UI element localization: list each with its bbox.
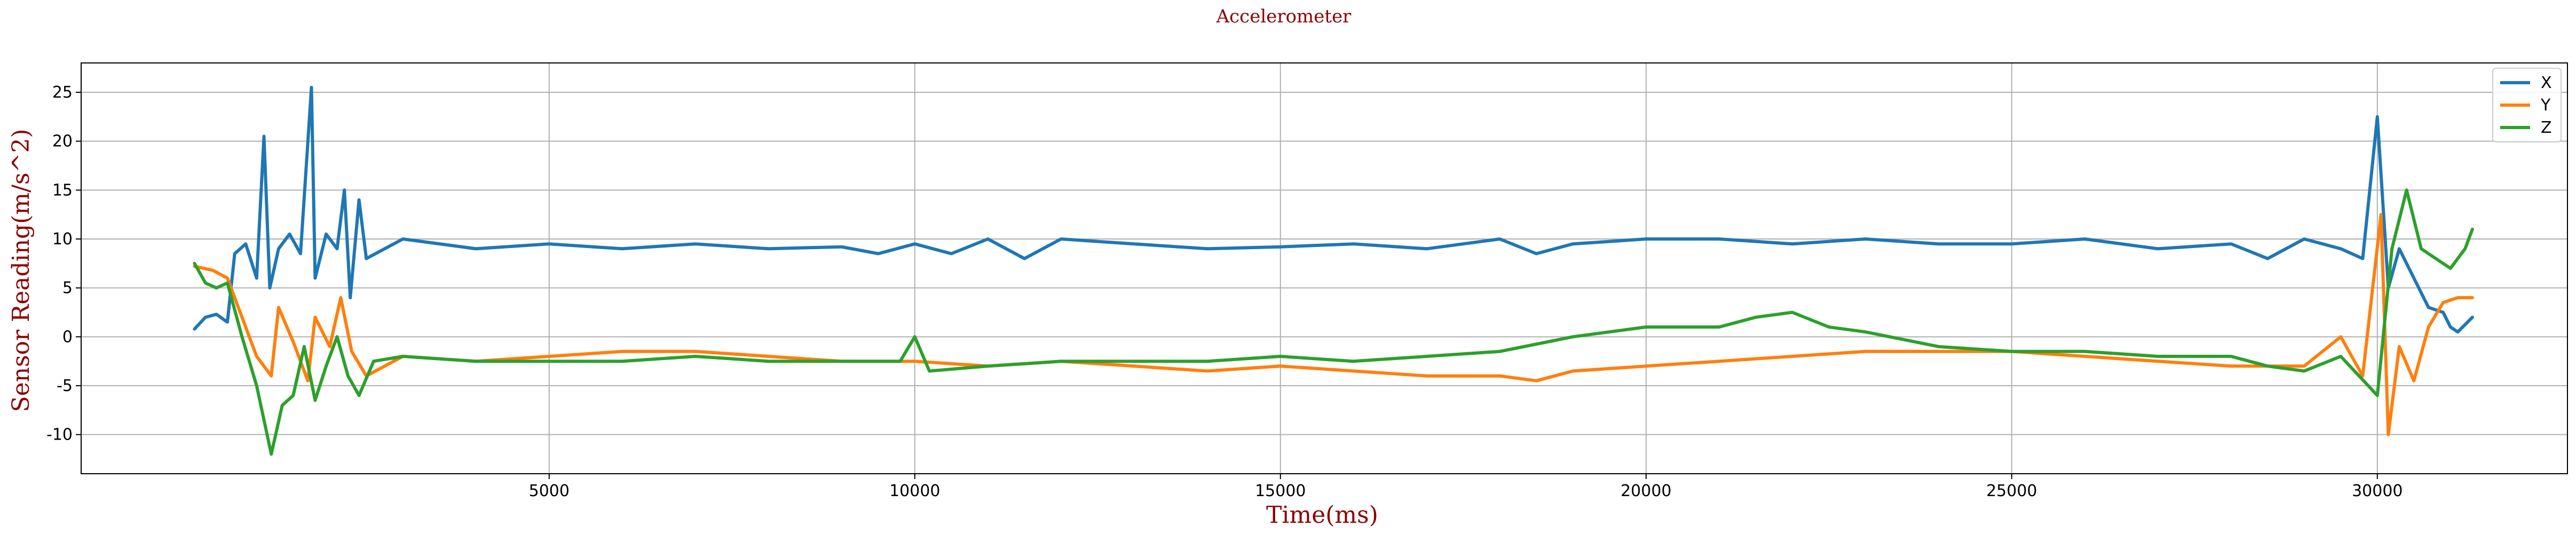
series-line-z — [193, 188, 2474, 456]
y-tick-label: 5 — [62, 279, 73, 298]
legend: XYZ — [2492, 68, 2562, 142]
x-tick-label: 20000 — [1621, 482, 1671, 500]
chart-title: Accelerometer — [1216, 6, 1352, 27]
x-tick-label: 25000 — [1986, 482, 2037, 500]
y-tick-label: 15 — [52, 181, 73, 200]
y-tick-label: 25 — [52, 83, 73, 102]
y-tick-label: 0 — [62, 328, 73, 346]
series-line-x — [193, 85, 2474, 334]
y-axis-label: Sensor Reading(m/s^2) — [7, 129, 35, 412]
y-tick-label: 10 — [52, 230, 73, 249]
legend-label-x: X — [2541, 74, 2552, 92]
legend-label-y: Y — [2540, 96, 2551, 115]
x-tick-label: 15000 — [1255, 482, 1306, 500]
y-tick-label: -5 — [57, 377, 73, 395]
x-axis-label: Time(ms) — [1266, 501, 1378, 529]
legend-label-z: Z — [2541, 118, 2552, 137]
series-line-y — [193, 213, 2474, 436]
x-tick-label: 30000 — [2352, 482, 2403, 500]
x-tick-label: 5000 — [529, 482, 570, 500]
y-tick-label: -10 — [46, 426, 73, 444]
y-tick-label: 20 — [52, 132, 73, 151]
x-tick-label: 10000 — [889, 482, 940, 500]
plot-area-frame — [81, 62, 2568, 474]
